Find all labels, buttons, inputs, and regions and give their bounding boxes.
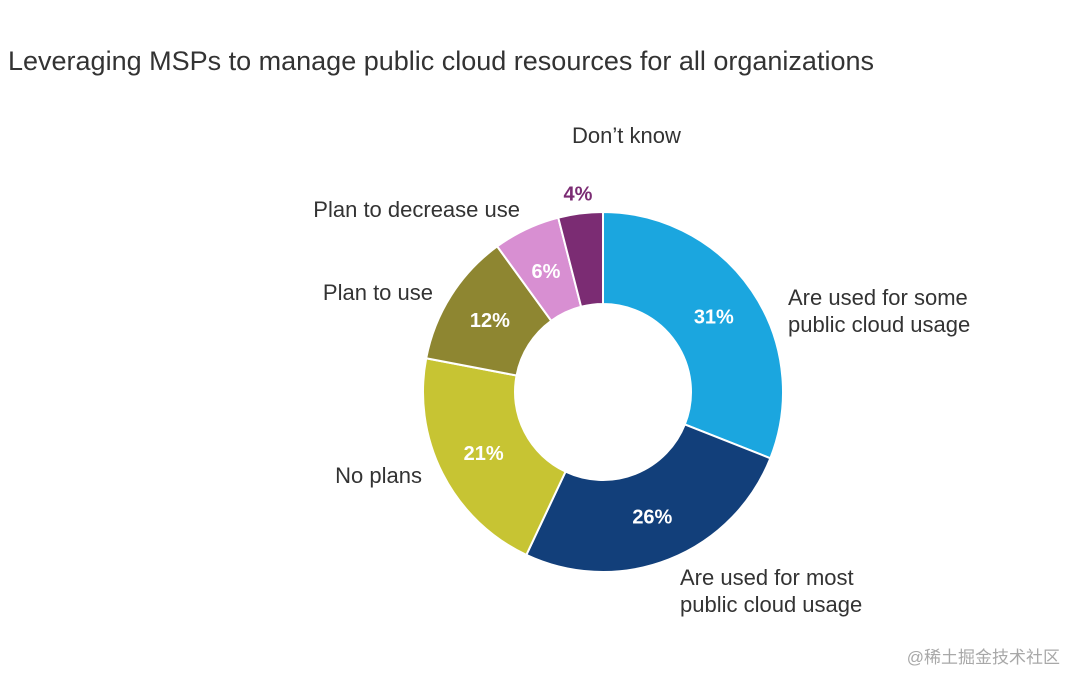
slice-value-label: 4% bbox=[563, 184, 592, 206]
slice-value-label: 6% bbox=[531, 261, 560, 283]
slice-category-label: Plan to decrease use bbox=[313, 197, 520, 222]
slice-category-label: Are used for most public cloud usage bbox=[680, 565, 862, 617]
slice-value-label: 31% bbox=[694, 307, 734, 329]
chart-title: Leveraging MSPs to manage public cloud r… bbox=[8, 46, 874, 76]
slice-value-label: 26% bbox=[632, 507, 672, 529]
slice-value-label: 21% bbox=[464, 443, 504, 465]
donut-slice bbox=[602, 210, 784, 460]
donut-slice bbox=[525, 423, 772, 573]
slice-category-label: Are used for some public cloud usage bbox=[788, 285, 970, 337]
watermark: @稀土掘金技术社区 bbox=[906, 648, 1060, 667]
slice-value-label: 12% bbox=[470, 310, 510, 332]
slice-category-label: Don’t know bbox=[572, 123, 681, 148]
slice-category-label: Plan to use bbox=[323, 280, 433, 305]
donut-slice bbox=[422, 357, 567, 557]
donut-slice bbox=[557, 210, 604, 308]
slice-category-label: No plans bbox=[335, 463, 422, 488]
